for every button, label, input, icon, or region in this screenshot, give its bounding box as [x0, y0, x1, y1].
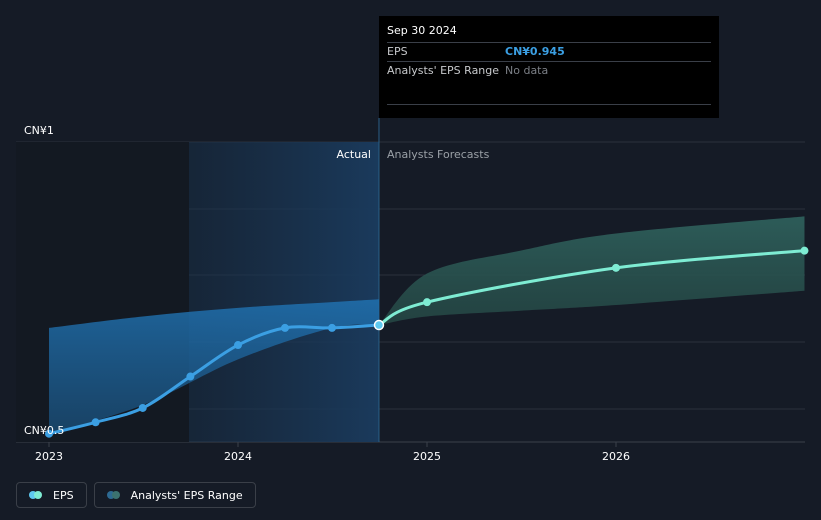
tooltip-eps-row: EPS CN¥0.945 — [387, 42, 711, 61]
actual-eps-point — [186, 372, 195, 381]
actual-eps-point — [45, 429, 53, 438]
actual-region-label: Actual — [337, 148, 371, 161]
actual-eps-point — [91, 418, 100, 427]
x-tick-label: 2024 — [224, 450, 252, 463]
chart-labels: CN¥1 CN¥0.5 Actual Analysts Forecasts 2023 20… — [24, 124, 630, 463]
legend-item-eps[interactable]: EPS — [16, 482, 87, 508]
forecast-eps-point — [423, 298, 431, 307]
hover-tooltip: Sep 30 2024 EPS CN¥0.945 Analysts' EPS R… — [379, 16, 719, 118]
current-eps-marker — [373, 319, 385, 331]
y-label-bottom: CN¥0.5 — [24, 424, 64, 437]
actual-highlight — [189, 142, 379, 442]
eps-legend-icon — [29, 491, 45, 499]
forecast-region-label: Analysts Forecasts — [387, 148, 490, 161]
eps-range-legend-icon — [106, 491, 123, 499]
forecast-eps-point — [800, 246, 809, 255]
forecast-eps-line — [378, 249, 805, 327]
x-tick-label: 2025 — [413, 450, 441, 463]
actual-eps-point — [234, 341, 242, 350]
tooltip-range-label: Analysts' EPS Range — [387, 64, 500, 77]
tooltip-range-value: No data — [505, 64, 549, 77]
actual-eps-point — [327, 323, 336, 332]
y-label-top: CN¥1 — [24, 124, 54, 137]
chart-legend: EPS Analysts' EPS Range — [16, 482, 256, 508]
forecast-eps-point — [612, 263, 620, 272]
legend-item-eps-range[interactable]: Analysts' EPS Range — [93, 482, 256, 508]
legend-label-eps: EPS — [53, 488, 74, 502]
legend-label-eps-range: Analysts' EPS Range — [130, 488, 243, 502]
x-tick-label: 2023 — [35, 450, 63, 463]
tooltip-eps-value: CN¥0.945 — [505, 45, 565, 58]
x-tick-label: 2026 — [602, 450, 630, 463]
tooltip-date: Sep 30 2024 — [387, 24, 457, 37]
eps-points — [45, 246, 809, 438]
tooltip-divider — [387, 104, 711, 105]
actual-eps-point — [280, 323, 289, 332]
actual-eps-range-area — [49, 299, 379, 434]
actual-eps-point — [138, 403, 147, 412]
tooltip-range-row: Analysts' EPS Range No data — [387, 61, 711, 80]
tooltip-eps-label: EPS — [387, 45, 408, 58]
